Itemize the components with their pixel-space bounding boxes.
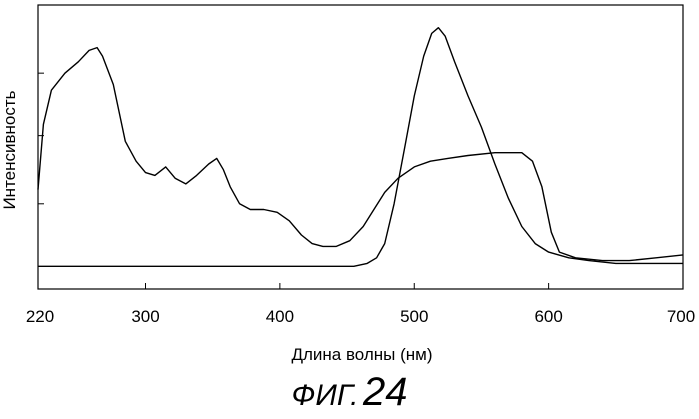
x-tick-label: 220 [26,307,54,326]
x-tick-label: 700 [667,307,695,326]
series-line-2 [38,28,683,267]
x-axis-title: Длина волны (нм) [291,345,432,364]
figure-prefix: ФИГ. [292,379,359,412]
x-tick-label: 400 [266,307,294,326]
figure-caption: ФИГ. 24 [0,370,699,415]
y-axis-title: Интенсивность [0,90,19,209]
figure-number: 24 [363,370,408,414]
series-line-1 [38,48,683,261]
x-tick-label: 600 [534,307,562,326]
series-layer [38,28,683,267]
plot-frame [38,5,683,289]
x-tick-label: 300 [131,307,159,326]
x-tick-label: 500 [400,307,428,326]
